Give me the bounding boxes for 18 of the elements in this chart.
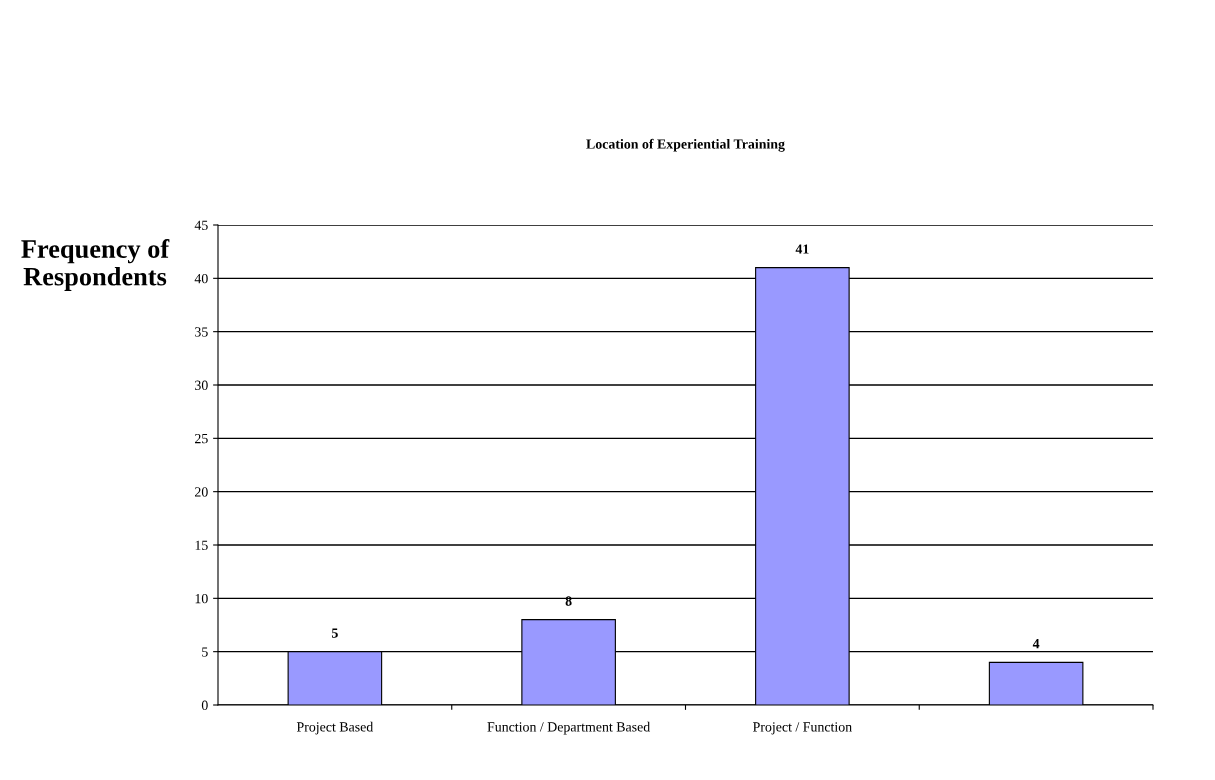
y-tick-label: 45 xyxy=(194,220,208,230)
data-label: 4 xyxy=(1032,639,1040,649)
x-tick-label: Project / Function xyxy=(753,722,852,735)
y-tick-label: 10 xyxy=(195,593,208,604)
x-tick-label: Function / Department Based xyxy=(487,721,651,735)
chart-title: Location of Experiential Training xyxy=(586,138,785,152)
x-tick-label: Project Based xyxy=(296,721,374,735)
y-tick-label: 5 xyxy=(202,647,208,657)
y-tick-label: 35 xyxy=(195,327,208,337)
y-tick-label: 40 xyxy=(194,273,208,284)
data-label: 5 xyxy=(331,628,338,638)
y-tick-label: 25 xyxy=(195,433,208,444)
y-tick-label: 20 xyxy=(195,487,208,497)
y-axis-title: Frequency of Respondents xyxy=(21,239,170,291)
y-tick-label: 30 xyxy=(195,380,208,390)
data-label: 41 xyxy=(795,244,809,254)
y-tick-label: 0 xyxy=(201,700,208,710)
y-tick-label: 15 xyxy=(195,540,208,550)
